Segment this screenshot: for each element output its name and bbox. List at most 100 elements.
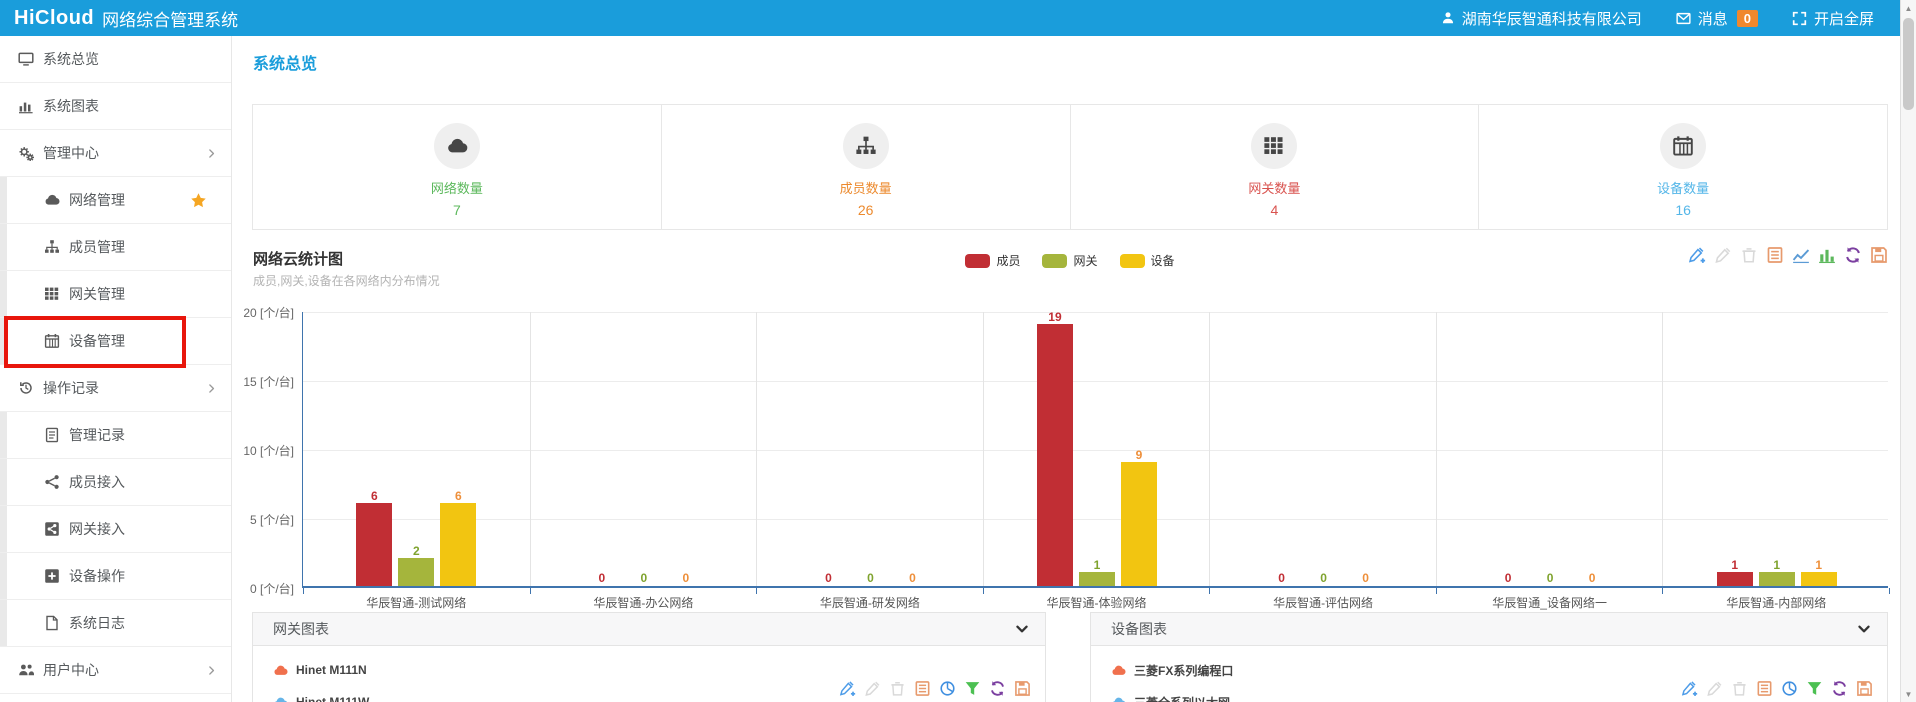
top-bar: HiCloud 网络综合管理系统 湖南华辰智通科技有限公司 消息 0 开启全屏 xyxy=(0,0,1900,36)
panel-title: 网关图表 xyxy=(273,621,329,637)
edit-icon[interactable] xyxy=(1681,680,1698,697)
bar-value-label: 0 xyxy=(825,571,832,585)
list-item[interactable]: Hinet M111N xyxy=(253,658,1045,682)
y-axis: 0 [个/台] 5 [个/台] 10 [个/台] 15 [个/台] 20 [个/台] xyxy=(243,306,296,596)
data-view-icon[interactable] xyxy=(1756,680,1773,697)
list-item[interactable]: 三菱全系列以太网 xyxy=(1091,690,1887,702)
sidebar-item-label: 网关管理 xyxy=(69,286,125,302)
sidebar-item-system-charts[interactable]: 系统图表 xyxy=(0,83,231,130)
sidebar-item-system-overview[interactable]: 系统总览 xyxy=(0,36,231,83)
sidebar-item-gateway-management[interactable]: 网关管理 xyxy=(0,271,231,318)
th-icon xyxy=(44,286,60,302)
bar-value-label: 0 xyxy=(682,571,690,585)
clear-icon[interactable] xyxy=(1731,680,1748,697)
stat-value: 4 xyxy=(1270,202,1279,218)
pie-chart-icon[interactable] xyxy=(939,680,956,697)
edit-icon[interactable] xyxy=(839,680,856,697)
scrollbar-thumb[interactable] xyxy=(1903,18,1914,110)
data-view-icon[interactable] xyxy=(1766,246,1784,264)
x-axis-label: 华辰智通-评估网络 xyxy=(1273,596,1374,610)
chevron-right-icon xyxy=(206,665,217,676)
legend-item-成员[interactable]: 成员 xyxy=(965,252,1020,269)
cloud-marker-icon xyxy=(1111,663,1126,678)
users-icon xyxy=(18,662,34,678)
plot-area: 6 2 6 华辰智通-测试网络 0 0 0 华辰智通-办公网络 0 0 0 华辰智通-研发网络 19 1 9… xyxy=(302,310,1890,610)
scroll-down-arrow[interactable]: ▼ xyxy=(1904,689,1913,699)
panel-toolbox xyxy=(1681,680,1873,697)
sidebar-item-device-operation[interactable]: 设备操作 xyxy=(0,553,231,600)
edit-secondary-icon[interactable] xyxy=(1706,680,1723,697)
page-scrollbar[interactable]: ▲ ▼ xyxy=(1900,0,1916,702)
edit-secondary-icon[interactable] xyxy=(1714,246,1732,264)
page-title: 系统总览 xyxy=(253,56,318,73)
bar-设备 xyxy=(440,503,477,586)
sidebar-item-system-logs[interactable]: 系统日志 xyxy=(0,600,231,647)
chevron-down-icon[interactable] xyxy=(1015,622,1029,636)
pie-chart-icon[interactable] xyxy=(1781,680,1798,697)
list-item[interactable]: 三菱FX系列编程口 xyxy=(1091,658,1887,682)
fullscreen-button[interactable]: 开启全屏 xyxy=(1792,8,1874,29)
sidebar-item-label: 用户中心 xyxy=(43,662,99,678)
panel-device-charts: 设备图表三菱FX系列编程口三菱全系列以太网 xyxy=(1090,612,1888,702)
edit-icon[interactable] xyxy=(1688,246,1706,264)
chevron-right-icon xyxy=(206,383,217,394)
funnel-chart-icon[interactable] xyxy=(1806,680,1823,697)
sidebar-item-gateway-access[interactable]: 网关接入 xyxy=(0,506,231,553)
y-axis-label: 15 [个/台] xyxy=(243,375,294,389)
calendar-icon xyxy=(44,333,60,349)
panel-toolbox xyxy=(839,680,1031,697)
fullscreen-icon xyxy=(1792,11,1807,26)
x-axis-label: 华辰智通-测试网络 xyxy=(366,596,467,610)
plusSq-icon xyxy=(44,568,60,584)
funnel-chart-icon[interactable] xyxy=(964,680,981,697)
stat-card-members: 成员数量 26 xyxy=(660,105,1070,229)
legend-item-设备[interactable]: 设备 xyxy=(1119,252,1175,269)
clear-icon[interactable] xyxy=(889,680,906,697)
sidebar-item-member-management[interactable]: 成员管理 xyxy=(0,224,231,271)
gridline xyxy=(303,312,1888,313)
chevron-down-icon[interactable] xyxy=(1857,622,1871,636)
th-icon xyxy=(1251,123,1298,169)
main-content: 系统总览 网络数量 7 成员数量 26 网关数量 4 设备数量 16 网络云统计图 成员,网关… xyxy=(232,36,1900,702)
bars-icon xyxy=(18,98,34,114)
restore-icon[interactable] xyxy=(1844,246,1862,264)
category-6: 0 0 0 华辰智通_设备网络一 xyxy=(1435,312,1663,610)
clear-icon[interactable] xyxy=(1740,246,1758,264)
axis-tick xyxy=(1662,588,1664,594)
save-image-icon[interactable] xyxy=(1870,246,1888,264)
y-axis-label: 0 [个/台] xyxy=(249,582,294,596)
sidebar-item-management-records[interactable]: 管理记录 xyxy=(0,412,231,459)
data-view-icon[interactable] xyxy=(914,680,931,697)
line-chart-icon[interactable] xyxy=(1792,246,1810,264)
bar-设备 xyxy=(1120,461,1157,586)
panel-header[interactable]: 网关图表 xyxy=(253,613,1045,646)
company-menu[interactable]: 湖南华辰智通科技有限公司 xyxy=(1441,8,1642,29)
bar-网关 xyxy=(398,558,435,586)
save-image-icon[interactable] xyxy=(1014,680,1031,697)
bar-value-label: 0 xyxy=(1320,571,1327,585)
edit-secondary-icon[interactable] xyxy=(864,680,881,697)
legend-item-网关[interactable]: 网关 xyxy=(1042,252,1098,269)
sidebar-item-user-center[interactable]: 用户中心 xyxy=(0,647,231,694)
bar-chart-icon[interactable] xyxy=(1818,246,1836,264)
restore-icon[interactable] xyxy=(1831,680,1848,697)
save-image-icon[interactable] xyxy=(1856,680,1873,697)
sidebar-item-member-access[interactable]: 成员接入 xyxy=(0,459,231,506)
sidebar-nav: 系统总览 系统图表 管理中心 网络管理 成员管理网关管理设备管理 操作记录 管理记录 成员接入… xyxy=(0,36,232,702)
sidebar-item-operation-records[interactable]: 操作记录 xyxy=(0,365,231,412)
sidebar-item-management-center[interactable]: 管理中心 xyxy=(0,130,231,177)
scroll-up-arrow[interactable]: ▲ xyxy=(1904,3,1913,13)
sidebar-item-label: 网关接入 xyxy=(69,521,125,537)
restore-icon[interactable] xyxy=(989,680,1006,697)
bar-成员 xyxy=(1036,323,1073,586)
sidebar-item-network-management[interactable]: 网络管理 xyxy=(0,177,231,224)
sidebar-item-device-management[interactable]: 设备管理 xyxy=(0,318,231,365)
panel-header[interactable]: 设备图表 xyxy=(1091,613,1887,646)
list-item-label: Hinet M111W xyxy=(296,695,370,702)
bar-value-label: 0 xyxy=(867,571,874,585)
star-icon[interactable] xyxy=(190,192,207,209)
messages-button[interactable]: 消息 0 xyxy=(1676,8,1758,29)
axis-tick xyxy=(529,588,531,594)
cloud-marker-icon xyxy=(273,663,288,678)
list-item[interactable]: Hinet M111W xyxy=(253,690,1045,702)
